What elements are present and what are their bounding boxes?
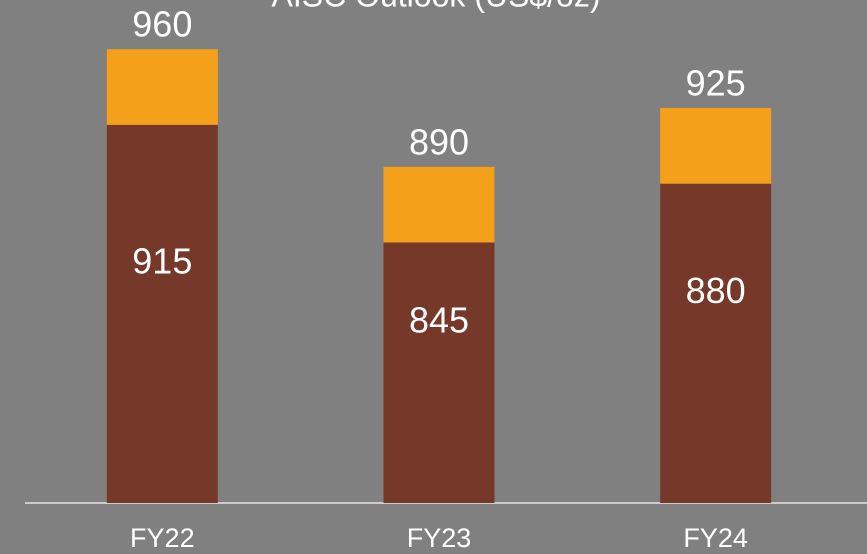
bar-range xyxy=(660,108,772,184)
bar-base xyxy=(383,242,495,504)
x-tick-label: FY24 xyxy=(683,523,748,553)
total-label: 890 xyxy=(409,121,469,162)
bar-range xyxy=(106,49,218,125)
value-label: 915 xyxy=(132,240,192,281)
bar-base xyxy=(660,183,772,503)
x-tick-label: FY22 xyxy=(130,523,195,553)
bar-range xyxy=(383,166,495,243)
value-label: 880 xyxy=(686,270,746,311)
chart-title: AISC Outlook (US$/oz) xyxy=(272,0,601,13)
value-label: 845 xyxy=(409,299,469,340)
x-tick-label: FY23 xyxy=(407,523,472,553)
bar-base xyxy=(106,124,218,503)
total-label: 925 xyxy=(686,63,746,104)
total-label: 960 xyxy=(132,4,192,45)
